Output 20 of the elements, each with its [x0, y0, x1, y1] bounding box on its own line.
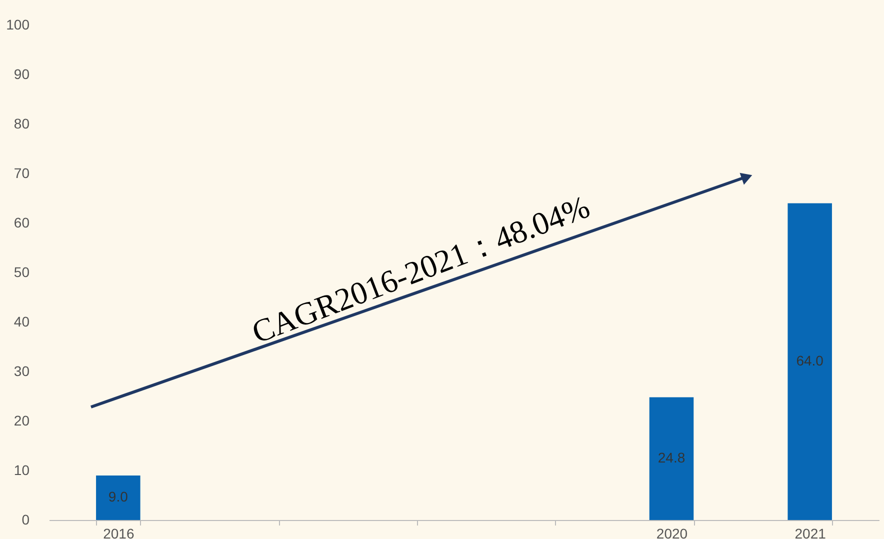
x-tick-label: 2020 [656, 526, 688, 539]
y-tick-label: 20 [14, 412, 30, 428]
y-tick-label: 0 [22, 512, 30, 528]
x-tick-label: 2016 [103, 526, 134, 539]
x-tick-label: 2021 [794, 526, 826, 539]
y-tick-label: 10 [14, 462, 30, 478]
data-label: 64.0 [796, 352, 824, 369]
y-tick-label: 90 [14, 66, 30, 82]
y-tick-label: 100 [6, 16, 30, 32]
y-tick-label: 40 [14, 314, 30, 330]
y-tick-label: 70 [14, 165, 30, 181]
bar [96, 475, 140, 520]
y-tick-label: 80 [14, 116, 30, 132]
y-tick-label: 30 [14, 363, 30, 379]
data-label: 24.8 [658, 450, 686, 466]
data-label: 9.0 [108, 488, 128, 505]
y-tick-label: 50 [14, 264, 30, 280]
bar [788, 203, 832, 520]
bar [649, 397, 694, 520]
y-tick-label: 60 [14, 214, 30, 230]
